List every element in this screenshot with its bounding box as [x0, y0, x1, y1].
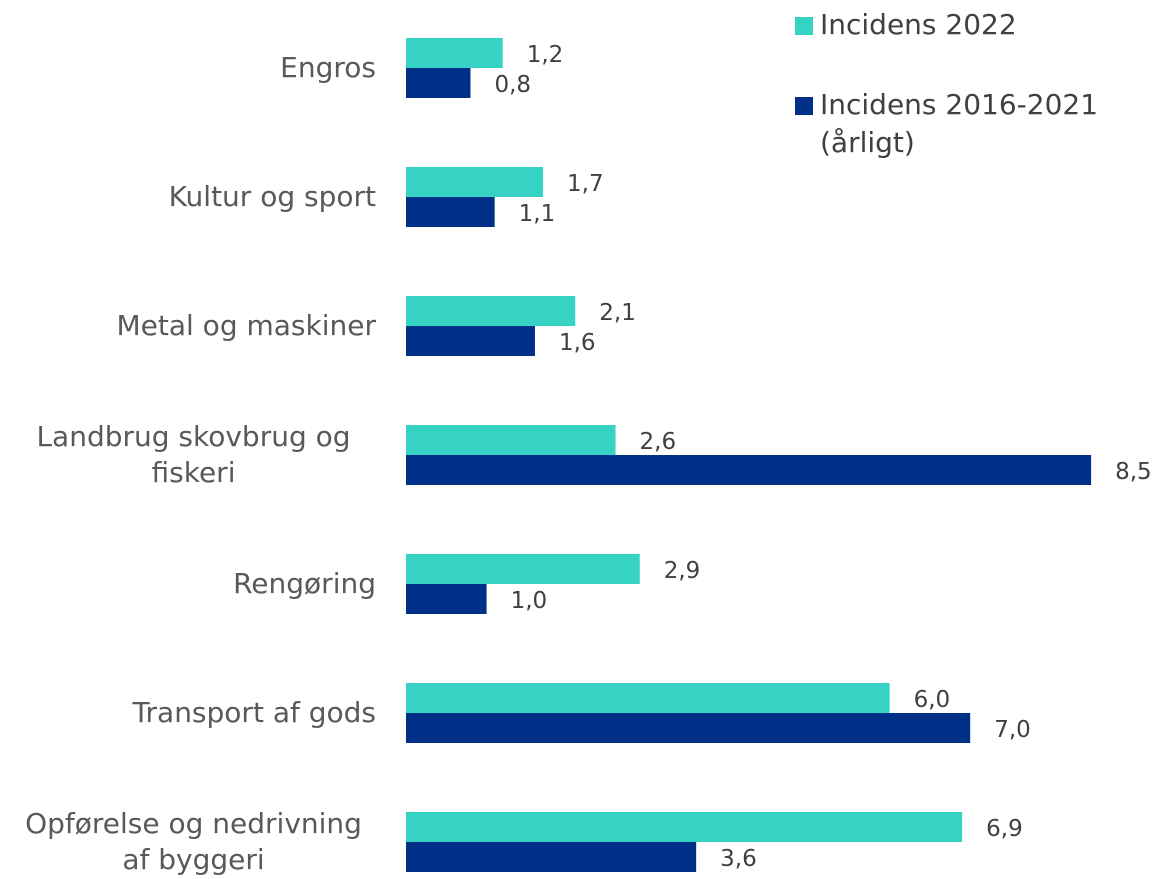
- value-label: 7,0: [994, 717, 1031, 743]
- value-label: 3,6: [720, 846, 757, 872]
- legend-label: Incidens 2016-2021 (årligt): [820, 88, 1099, 159]
- category-label: Landbrug skovbrug og fiskeri: [0, 419, 376, 491]
- value-label: 2,9: [663, 558, 701, 584]
- category-text: Metal og maskiner: [116, 309, 376, 342]
- value-label: 6,0: [913, 687, 951, 713]
- bar: [406, 713, 971, 743]
- category-label: Rengøring: [0, 566, 376, 602]
- value-label: 1,1: [518, 201, 556, 227]
- bar: [406, 167, 544, 197]
- legend-swatch: [795, 17, 813, 35]
- category-text: Rengøring: [233, 567, 376, 600]
- bar: [406, 68, 471, 98]
- value-label: 1,0: [510, 588, 548, 614]
- bar: [406, 38, 503, 68]
- bar: [406, 425, 616, 455]
- bar: [406, 812, 963, 842]
- bar: [406, 842, 697, 872]
- value-label: 2,6: [639, 429, 677, 455]
- category-label: Metal og maskiner: [0, 308, 376, 344]
- value-label: 8,5: [1115, 459, 1152, 485]
- bar: [406, 326, 535, 356]
- value-label: 1,2: [526, 42, 564, 68]
- bar: [406, 455, 1092, 485]
- category-label: Opførelse og nedrivning af byggeri: [0, 806, 376, 878]
- legend-item: Incidens 2016-2021 (årligt): [795, 86, 1150, 162]
- legend-label: Incidens 2022: [820, 8, 1017, 41]
- category-text: Landbrug skovbrug og fiskeri: [36, 420, 351, 489]
- bar: [406, 584, 487, 614]
- legend-swatch: [795, 97, 813, 115]
- legend-item: Incidens 2022: [795, 6, 1017, 44]
- value-label: 0,8: [494, 72, 532, 98]
- value-label: 2,1: [599, 300, 636, 326]
- category-text: Engros: [280, 51, 376, 84]
- category-text: Kultur og sport: [168, 180, 376, 213]
- bar: [406, 197, 495, 227]
- category-text: Opførelse og nedrivning af byggeri: [25, 807, 362, 876]
- category-label: Engros: [0, 50, 376, 86]
- category-text: Transport af gods: [132, 696, 376, 729]
- bar: [406, 296, 576, 326]
- category-label: Kultur og sport: [0, 179, 376, 215]
- category-label: Transport af gods: [0, 695, 376, 731]
- bar: [406, 554, 640, 584]
- bar: [406, 683, 890, 713]
- value-label: 6,9: [986, 816, 1023, 842]
- value-label: 1,7: [567, 171, 604, 197]
- value-label: 1,6: [558, 330, 596, 356]
